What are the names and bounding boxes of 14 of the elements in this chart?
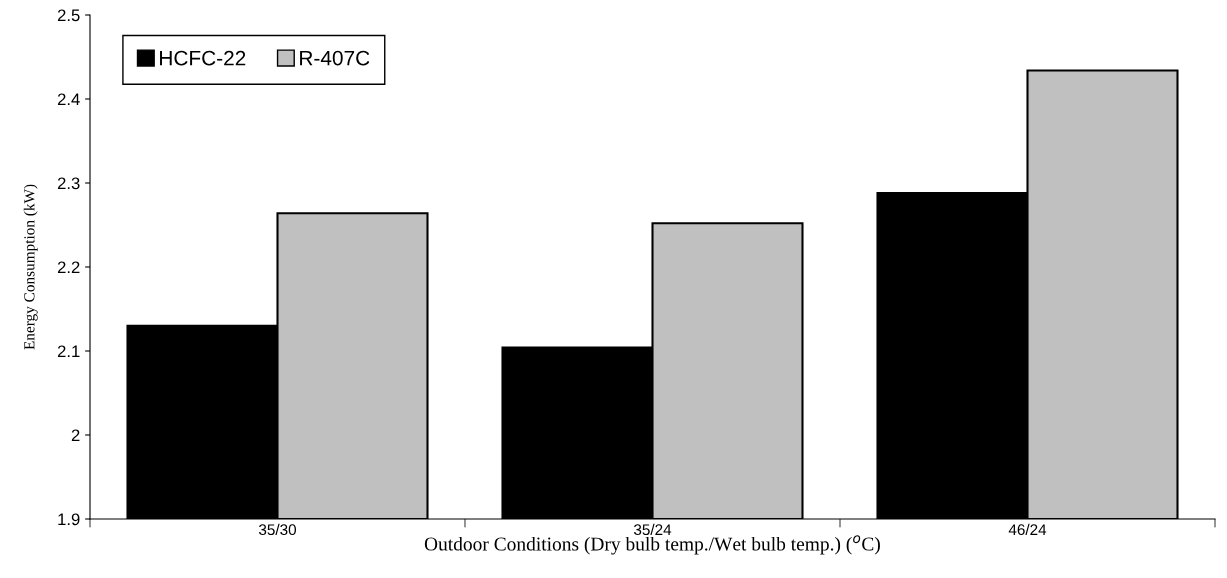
- y-tick-label: 2: [71, 429, 80, 442]
- y-tick-label: 2.3: [57, 177, 80, 190]
- x-tick-label: 46/24: [1008, 523, 1047, 536]
- x-axis-title: Outdoor Conditions (Dry bulb temp./Wet bulb temp.) ($^{o}$C): [424, 535, 880, 555]
- y-tick-label: 2.5: [57, 9, 80, 22]
- legend-label: HCFC-22: [160, 50, 246, 66]
- y-tick-label: 1.9: [58, 513, 80, 526]
- y-axis-title: Energy Consumption (kW): [23, 184, 38, 350]
- y-tick-label: 2.1: [57, 345, 80, 358]
- y-tick-label: 2.4: [57, 93, 80, 106]
- x-tick-label: 35/30: [258, 523, 297, 536]
- y-tick-label: 2.2: [57, 261, 80, 274]
- x-tick-label: 35/24: [633, 523, 672, 536]
- legend-label: R-407C: [300, 50, 370, 66]
